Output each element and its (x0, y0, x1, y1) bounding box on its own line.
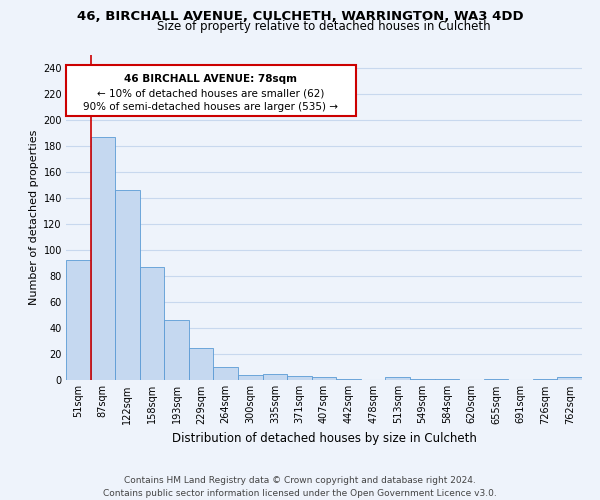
Bar (533, 378, 557, 380)
Bar (214, 367, 238, 380)
Text: 46 BIRCHALL AVENUE: 78sqm: 46 BIRCHALL AVENUE: 78sqm (124, 74, 298, 85)
Bar (66, 260, 91, 380)
X-axis label: Distribution of detached houses by size in Culcheth: Distribution of detached houses by size … (172, 432, 476, 445)
Text: Contains HM Land Registry data © Crown copyright and database right 2024.
Contai: Contains HM Land Registry data © Crown c… (103, 476, 497, 498)
Bar (434, 378, 459, 380)
FancyBboxPatch shape (66, 66, 356, 116)
Bar (91, 137, 115, 380)
Bar (484, 378, 508, 380)
Title: Size of property relative to detached houses in Culcheth: Size of property relative to detached ho… (157, 20, 491, 33)
Bar (287, 376, 312, 380)
Bar (336, 378, 361, 380)
Bar (164, 320, 189, 380)
Text: 46, BIRCHALL AVENUE, CULCHETH, WARRINGTON, WA3 4DD: 46, BIRCHALL AVENUE, CULCHETH, WARRINGTO… (77, 10, 523, 23)
Bar (140, 267, 164, 380)
Text: ← 10% of detached houses are smaller (62): ← 10% of detached houses are smaller (62… (97, 89, 325, 99)
Bar (385, 378, 410, 380)
Bar (263, 374, 287, 380)
Bar (312, 378, 336, 380)
Bar (557, 378, 582, 380)
Bar (115, 190, 140, 380)
Y-axis label: Number of detached properties: Number of detached properties (29, 130, 39, 305)
Bar (189, 348, 214, 380)
Bar (238, 375, 263, 380)
Bar (410, 378, 434, 380)
Text: 90% of semi-detached houses are larger (535) →: 90% of semi-detached houses are larger (… (83, 102, 338, 112)
